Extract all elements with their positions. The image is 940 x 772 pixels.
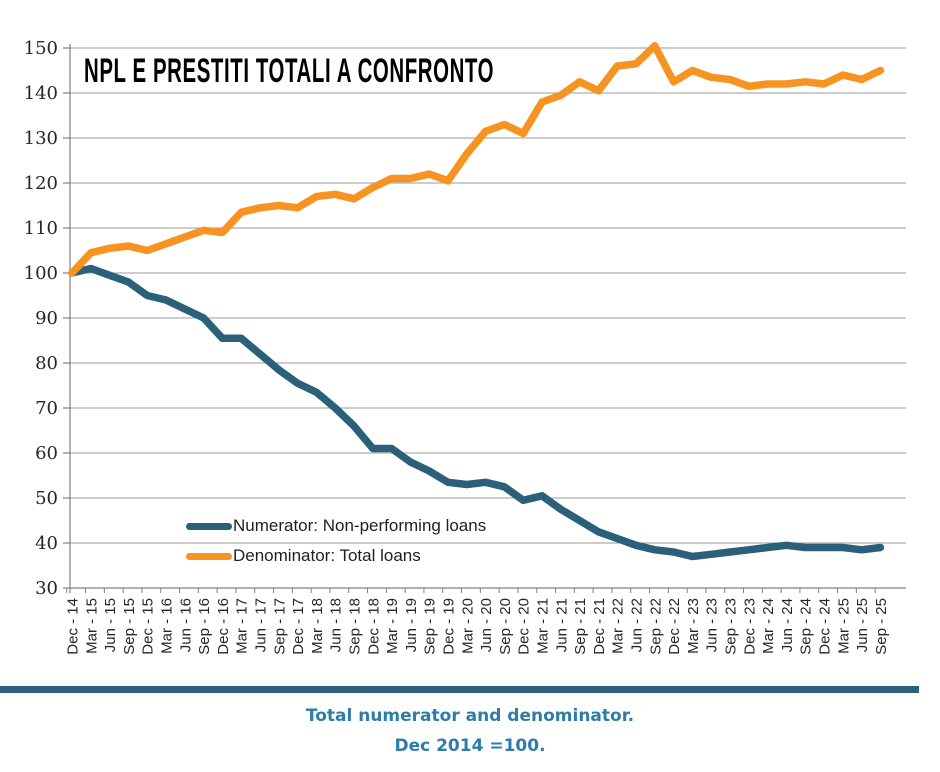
x-axis-label: Jun - 20 xyxy=(478,598,495,652)
y-axis-label: 80 xyxy=(35,353,58,374)
y-axis-label: 30 xyxy=(35,578,58,599)
caption-line-2: Dec 2014 =100. xyxy=(394,736,546,756)
x-axis-label: Mar - 25 xyxy=(835,598,852,654)
x-axis-label: Dec - 15 xyxy=(140,598,157,655)
legend-item-denominator: Denominator: Total loans xyxy=(186,541,486,571)
x-axis-label: Jun - 24 xyxy=(779,598,796,652)
x-axis-label: Jun - 25 xyxy=(854,598,871,652)
y-axis-label: 60 xyxy=(35,443,58,464)
x-axis-label: Dec - 20 xyxy=(516,598,533,655)
x-axis-label: Sep - 25 xyxy=(873,598,890,655)
y-axis-label: 150 xyxy=(24,38,58,59)
chart-title: NPL E PRESTITI TOTALI A CONFRONTO xyxy=(84,52,495,90)
y-axis-label: 110 xyxy=(24,218,58,239)
chart-area: 30 40 50 60 70 80 90 100 110 120 130 140 150 Dec - 14… xyxy=(24,38,906,655)
y-axis-label: 90 xyxy=(35,308,58,329)
x-axis-label: Dec - 18 xyxy=(365,598,382,655)
chart-caption: Total numerator and denominator. Dec 201… xyxy=(0,701,940,761)
x-axis-label: Jun - 16 xyxy=(177,598,194,652)
legend-label-numerator: Numerator: Non-performing loans xyxy=(233,516,487,535)
x-axis-label: Dec - 14 xyxy=(65,598,82,655)
x-axis-label: Dec - 22 xyxy=(666,598,683,655)
legend-label-denominator: Denominator: Total loans xyxy=(233,546,421,565)
x-axis-label: Mar - 20 xyxy=(459,598,476,654)
y-axis-label: 70 xyxy=(35,398,58,419)
x-axis-label: Sep - 17 xyxy=(271,598,288,655)
y-axis-label: 120 xyxy=(24,173,58,194)
x-axis-label: Jun - 18 xyxy=(328,598,345,652)
y-axis-label: 130 xyxy=(24,128,58,149)
x-axis-label: Mar - 17 xyxy=(234,598,251,654)
x-axis-label: Sep - 23 xyxy=(723,598,740,655)
x-axis-label: Dec - 24 xyxy=(817,598,834,655)
x-axis-label: Mar - 19 xyxy=(384,598,401,654)
x-axis-label: Jun - 19 xyxy=(403,598,420,652)
x-axis-label: Sep - 15 xyxy=(121,598,138,655)
x-axis-label: Mar - 22 xyxy=(610,598,627,654)
x-axis-label: Sep - 20 xyxy=(497,598,514,655)
x-axis-label: Mar - 23 xyxy=(685,598,702,654)
x-axis-label: Sep - 22 xyxy=(647,598,664,655)
total-loans-line-swatch xyxy=(186,552,232,560)
x-axis-label: Jun - 23 xyxy=(704,598,721,652)
x-axis-label: Sep - 19 xyxy=(422,598,439,655)
chart-legend: Numerator: Non-performing loans Denomina… xyxy=(186,511,486,571)
x-axis-label: Jun - 17 xyxy=(253,598,270,652)
x-axis-label: Dec - 17 xyxy=(290,598,307,655)
y-axis-label: 50 xyxy=(35,488,58,509)
x-axis-label: Jun - 21 xyxy=(553,598,570,652)
x-axis-label: Sep - 16 xyxy=(196,598,213,655)
y-axis-label: 140 xyxy=(24,83,58,104)
legend-item-numerator: Numerator: Non-performing loans xyxy=(186,511,486,541)
x-axis-label: Mar - 18 xyxy=(309,598,326,654)
x-axis-label: Mar - 15 xyxy=(83,598,100,654)
x-axis-label: Jun - 15 xyxy=(102,598,119,652)
x-axis-label: Mar - 21 xyxy=(535,598,552,654)
x-axis-label: Sep - 24 xyxy=(798,598,815,655)
chart-canvas: 30 40 50 60 70 80 90 100 110 120 130 140 150 Dec - 14… xyxy=(24,38,906,655)
npl-line-swatch xyxy=(186,522,232,530)
caption-line-1: Total numerator and denominator. xyxy=(305,706,635,726)
y-axis-label: 40 xyxy=(35,533,58,554)
x-axis-label: Sep - 18 xyxy=(347,598,364,655)
total-loans-line xyxy=(68,42,885,277)
x-axis-label: Sep - 21 xyxy=(572,598,589,655)
x-axis-label: Dec - 21 xyxy=(591,598,608,655)
x-axis-label: Jun - 22 xyxy=(629,598,646,652)
x-axis-label: Dec - 23 xyxy=(741,598,758,655)
y-axis-label: 100 xyxy=(24,263,58,284)
x-axis-label: Dec - 19 xyxy=(441,598,458,655)
separator-bar xyxy=(0,686,919,693)
x-axis-label: Mar - 24 xyxy=(760,598,777,654)
npl-line xyxy=(68,264,885,561)
x-axis-label: Dec - 16 xyxy=(215,598,232,655)
x-axis-label: Mar - 16 xyxy=(159,598,176,654)
